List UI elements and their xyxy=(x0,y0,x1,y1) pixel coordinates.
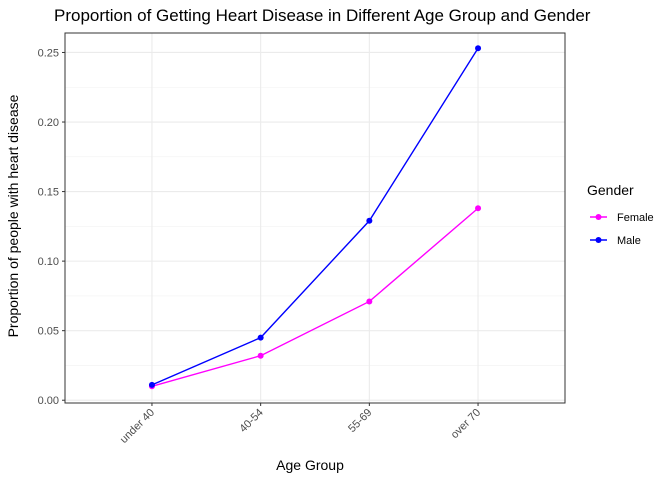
y-tick-label: 0.05 xyxy=(38,326,59,338)
series-line-male xyxy=(151,47,479,386)
data-point-female xyxy=(366,298,373,305)
chart-title: Proportion of Getting Heart Disease in D… xyxy=(54,6,591,25)
x-tick-label: under 40 xyxy=(118,407,157,446)
legend-label-male: Male xyxy=(617,235,641,247)
x-tick-label: 55-69 xyxy=(346,407,374,435)
legend-label-female: Female xyxy=(617,212,654,224)
legend: Gender Female Male xyxy=(587,182,654,247)
y-axis-title: Proportion of people with heart disease xyxy=(5,94,21,337)
data-point-male xyxy=(366,217,373,224)
y-tick-label: 0.20 xyxy=(38,117,59,129)
y-tick-label: 0.25 xyxy=(38,47,59,59)
data-point-male xyxy=(148,381,155,388)
y-tick-label: 0.15 xyxy=(38,187,59,199)
legend-title: Gender xyxy=(587,182,634,198)
y-tick-label: 0.10 xyxy=(38,256,59,268)
x-axis-title: Age Group xyxy=(276,457,344,473)
legend-key-point-male xyxy=(595,237,602,243)
x-tick-label: 40-54 xyxy=(237,407,265,435)
series-line-female xyxy=(151,207,479,387)
legend-key-point-female xyxy=(595,214,602,220)
data-point-male xyxy=(475,45,482,52)
x-tick-label: over 70 xyxy=(449,407,483,441)
panel-border xyxy=(64,32,566,404)
data-point-female xyxy=(475,205,482,212)
y-tick-label: 0.00 xyxy=(38,395,59,407)
plot-area xyxy=(64,32,566,404)
data-point-female xyxy=(257,352,264,359)
data-point-male xyxy=(257,334,264,341)
